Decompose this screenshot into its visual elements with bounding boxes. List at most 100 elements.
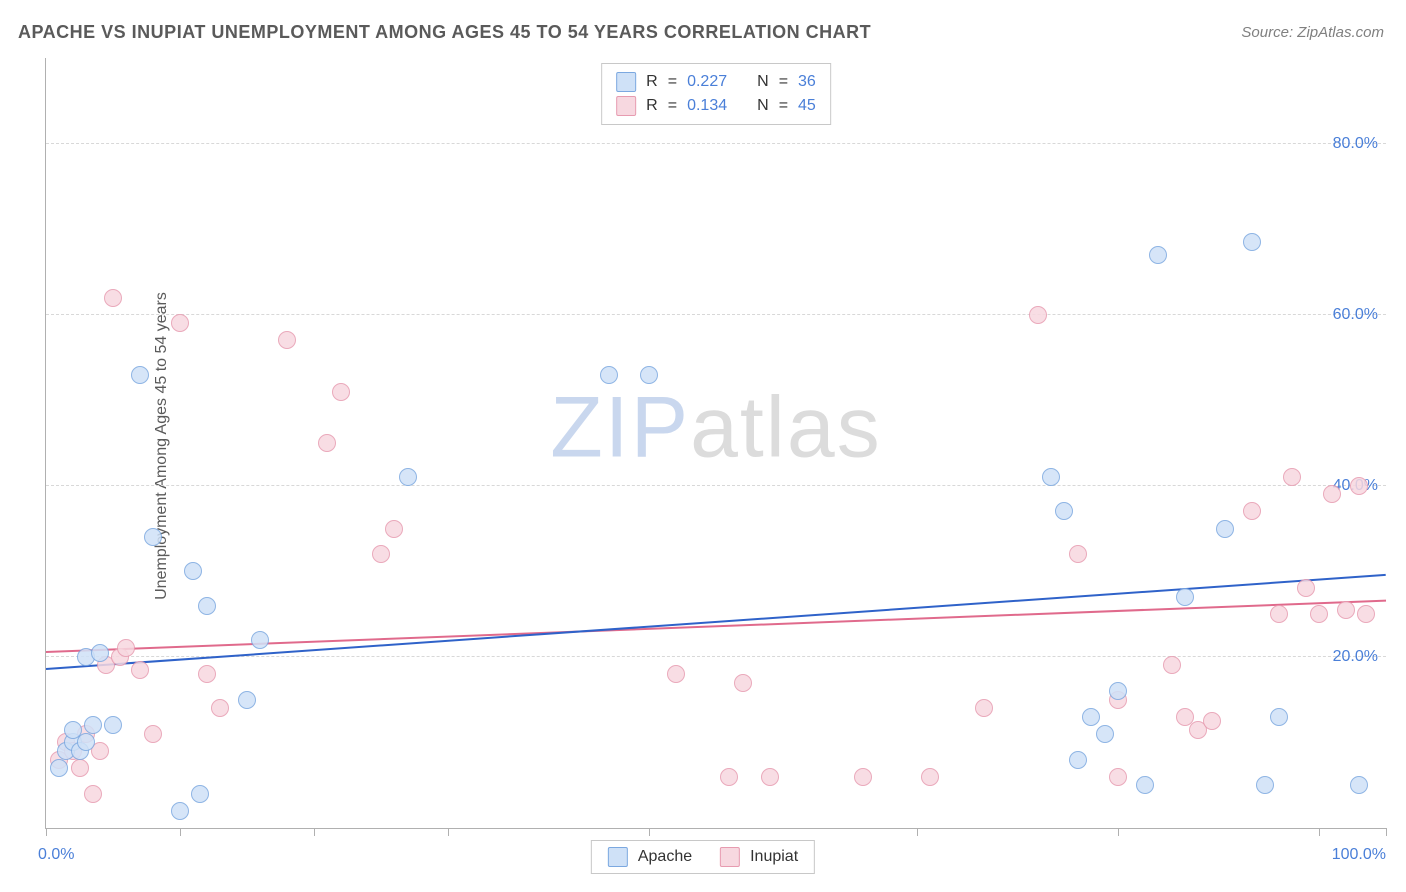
apache-point [1136, 776, 1154, 794]
apache-point [1176, 588, 1194, 606]
correlation-legend-row-inupiat: R = 0.134 N = 45 [616, 94, 816, 118]
plot-area: ZIPatlas R = 0.227 N = 36 R = 0.134 N = [45, 58, 1386, 829]
inupiat-point [1069, 545, 1087, 563]
legend-item-inupiat: Inupiat [720, 847, 798, 867]
inupiat-point [1283, 468, 1301, 486]
x-tick [917, 828, 918, 836]
gridline [46, 656, 1386, 657]
inupiat-point [318, 434, 336, 452]
trend-line [46, 599, 1386, 652]
inupiat-point [104, 289, 122, 307]
inupiat-point [1297, 579, 1315, 597]
apache-point [1350, 776, 1368, 794]
inupiat-point [921, 768, 939, 786]
apache-r-value: 0.227 [687, 70, 727, 94]
inupiat-point [171, 314, 189, 332]
apache-point [91, 644, 109, 662]
inupiat-point [761, 768, 779, 786]
inupiat-point [372, 545, 390, 563]
y-tick-label: 80.0% [1333, 135, 1378, 153]
chart-container: APACHE VS INUPIAT UNEMPLOYMENT AMONG AGE… [0, 0, 1406, 892]
inupiat-point [117, 639, 135, 657]
apache-label: Apache [638, 848, 692, 866]
n-label: N [757, 94, 769, 118]
apache-point [171, 802, 189, 820]
inupiat-point [144, 725, 162, 743]
x-tick [1386, 828, 1387, 836]
apache-point [1216, 520, 1234, 538]
x-tick [1118, 828, 1119, 836]
inupiat-point [734, 674, 752, 692]
x-tick [314, 828, 315, 836]
inupiat-point [84, 785, 102, 803]
correlation-legend-row-apache: R = 0.227 N = 36 [616, 70, 816, 94]
apache-point [1256, 776, 1274, 794]
inupiat-point [1243, 502, 1261, 520]
inupiat-point [667, 665, 685, 683]
inupiat-swatch-icon [616, 96, 636, 116]
inupiat-point [1029, 306, 1047, 324]
inupiat-point [854, 768, 872, 786]
gridline [46, 485, 1386, 486]
inupiat-point [332, 383, 350, 401]
x-tick [180, 828, 181, 836]
source-prefix: Source: [1241, 24, 1297, 41]
inupiat-point [1310, 605, 1328, 623]
inupiat-point [71, 759, 89, 777]
apache-point [600, 366, 618, 384]
inupiat-point [1323, 485, 1341, 503]
inupiat-point [720, 768, 738, 786]
apache-n-value: 36 [798, 70, 816, 94]
apache-point [238, 691, 256, 709]
equals: = [668, 94, 677, 118]
apache-point [1270, 708, 1288, 726]
apache-point [1096, 725, 1114, 743]
apache-swatch-icon [608, 847, 628, 867]
apache-point [1109, 682, 1127, 700]
inupiat-point [198, 665, 216, 683]
legend-item-apache: Apache [608, 847, 692, 867]
r-label: R [646, 70, 658, 94]
apache-point [104, 716, 122, 734]
inupiat-point [278, 331, 296, 349]
inupiat-point [1350, 477, 1368, 495]
equals: = [668, 70, 677, 94]
x-tick [1319, 828, 1320, 836]
apache-point [251, 631, 269, 649]
apache-point [84, 716, 102, 734]
inupiat-point [1270, 605, 1288, 623]
apache-point [640, 366, 658, 384]
inupiat-point [385, 520, 403, 538]
inupiat-point [1203, 712, 1221, 730]
gridline [46, 314, 1386, 315]
inupiat-point [131, 661, 149, 679]
x-axis-min-label: 0.0% [38, 846, 74, 864]
r-label: R [646, 94, 658, 118]
y-tick-label: 60.0% [1333, 306, 1378, 324]
watermark: ZIPatlas [550, 378, 881, 477]
equals: = [779, 94, 788, 118]
apache-point [1082, 708, 1100, 726]
correlation-legend: R = 0.227 N = 36 R = 0.134 N = 45 [601, 63, 831, 125]
series-legend: Apache Inupiat [591, 840, 815, 874]
inupiat-point [1337, 601, 1355, 619]
x-tick [46, 828, 47, 836]
apache-point [77, 733, 95, 751]
x-axis-max-label: 100.0% [1332, 846, 1386, 864]
apache-point [1243, 233, 1261, 251]
apache-swatch-icon [616, 72, 636, 92]
apache-point [1055, 502, 1073, 520]
inupiat-point [1163, 656, 1181, 674]
gridline [46, 143, 1386, 144]
inupiat-r-value: 0.134 [687, 94, 727, 118]
apache-point [50, 759, 68, 777]
equals: = [779, 70, 788, 94]
y-tick-label: 20.0% [1333, 648, 1378, 666]
apache-point [399, 468, 417, 486]
apache-point [198, 597, 216, 615]
inupiat-point [211, 699, 229, 717]
apache-point [131, 366, 149, 384]
apache-point [1149, 246, 1167, 264]
inupiat-swatch-icon [720, 847, 740, 867]
chart-title: APACHE VS INUPIAT UNEMPLOYMENT AMONG AGE… [18, 22, 871, 43]
